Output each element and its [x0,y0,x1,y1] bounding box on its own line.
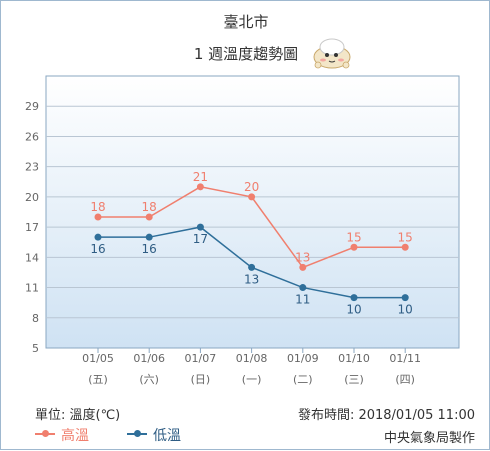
low-temp-label: 10 [398,303,413,317]
grid-lines [46,105,459,319]
high-temp-label: 18 [90,200,105,214]
high-temp-label: 15 [398,230,413,244]
high-temp-point [145,213,153,221]
x-tick-label: 01/11 [389,352,421,365]
high-temp-point [196,183,204,191]
plot-area [45,75,460,349]
x-tick-weekday: (四) [395,373,415,386]
low-temp-point [401,294,409,302]
high-temp-point [401,243,409,251]
x-tick-label: 01/06 [133,352,165,365]
x-tick-weekday: (一) [242,373,262,386]
y-tick-label: 26 [25,130,39,143]
issued-time: 發布時間: 2018/01/05 11:00 [297,408,475,423]
chart-subtitle: 1 週溫度趨勢圖 [193,45,299,63]
y-tick-label: 29 [25,100,39,113]
high-temp-point [299,263,307,271]
low-temp-point [299,284,307,292]
y-tick-label: 11 [25,282,39,295]
chart-title: 臺北市 [223,13,269,31]
low-temp-label: 16 [90,242,105,256]
x-tick-weekday: (二) [293,373,313,386]
low-temp-point [196,223,204,231]
high-temp-label: 21 [193,170,208,184]
legend-marker-high [42,430,49,437]
low-temp-point [94,233,102,241]
x-tick-label: 01/10 [338,352,370,365]
legend-label-low: 低溫 [153,428,181,444]
x-axis-ticks: 01/05 (五) 01/06 (六) 01/07 (日) 01/08 (一) 01/09 (二)… [82,348,421,386]
unit-label: 單位: 溫度(℃) [35,408,121,423]
low-temp-label: 11 [295,293,310,307]
y-tick-label: 14 [25,251,39,264]
y-tick-label: 17 [25,221,39,234]
x-tick-label: 01/09 [287,352,319,365]
low-temp-label: 10 [346,303,361,317]
low-temp-label: 16 [142,242,157,256]
data-points [94,183,409,302]
low-temp-point [145,233,153,241]
x-tick-weekday: (日) [191,373,211,386]
x-tick-weekday: (三) [344,373,364,386]
x-tick-label: 01/05 [82,352,114,365]
x-tick-weekday: (五) [88,373,108,386]
producer-label: 中央氣象局製作 [383,431,475,446]
y-tick-label: 5 [32,342,39,355]
high-temp-label: 20 [244,180,259,194]
low-temp-label: 17 [193,232,208,246]
high-temp-point [350,243,358,251]
x-tick-label: 01/07 [185,352,217,365]
low-temp-point [248,263,256,271]
y-axis-ticks: 5 8 11 14 17 20 23 26 29 [25,100,39,355]
high-temp-label: 18 [142,200,157,214]
y-tick-label: 23 [25,161,39,174]
legend-label-high: 高溫 [61,428,89,444]
x-tick-weekday: (六) [139,373,159,386]
y-tick-label: 8 [32,312,39,325]
legend-marker-low [134,430,141,437]
high-temp-point [248,193,256,201]
data-labels: 18 18 21 20 13 15 15 16 16 17 13 11 10 10 [90,170,412,317]
cloud-mascot-icon [313,38,351,69]
high-temp-label: 13 [295,250,310,264]
y-tick-label: 20 [25,191,39,204]
low-temp-label: 13 [244,272,259,286]
low-temp-point [350,294,358,302]
high-temp-label: 15 [346,230,361,244]
high-temp-point [94,213,102,221]
x-tick-label: 01/08 [236,352,268,365]
